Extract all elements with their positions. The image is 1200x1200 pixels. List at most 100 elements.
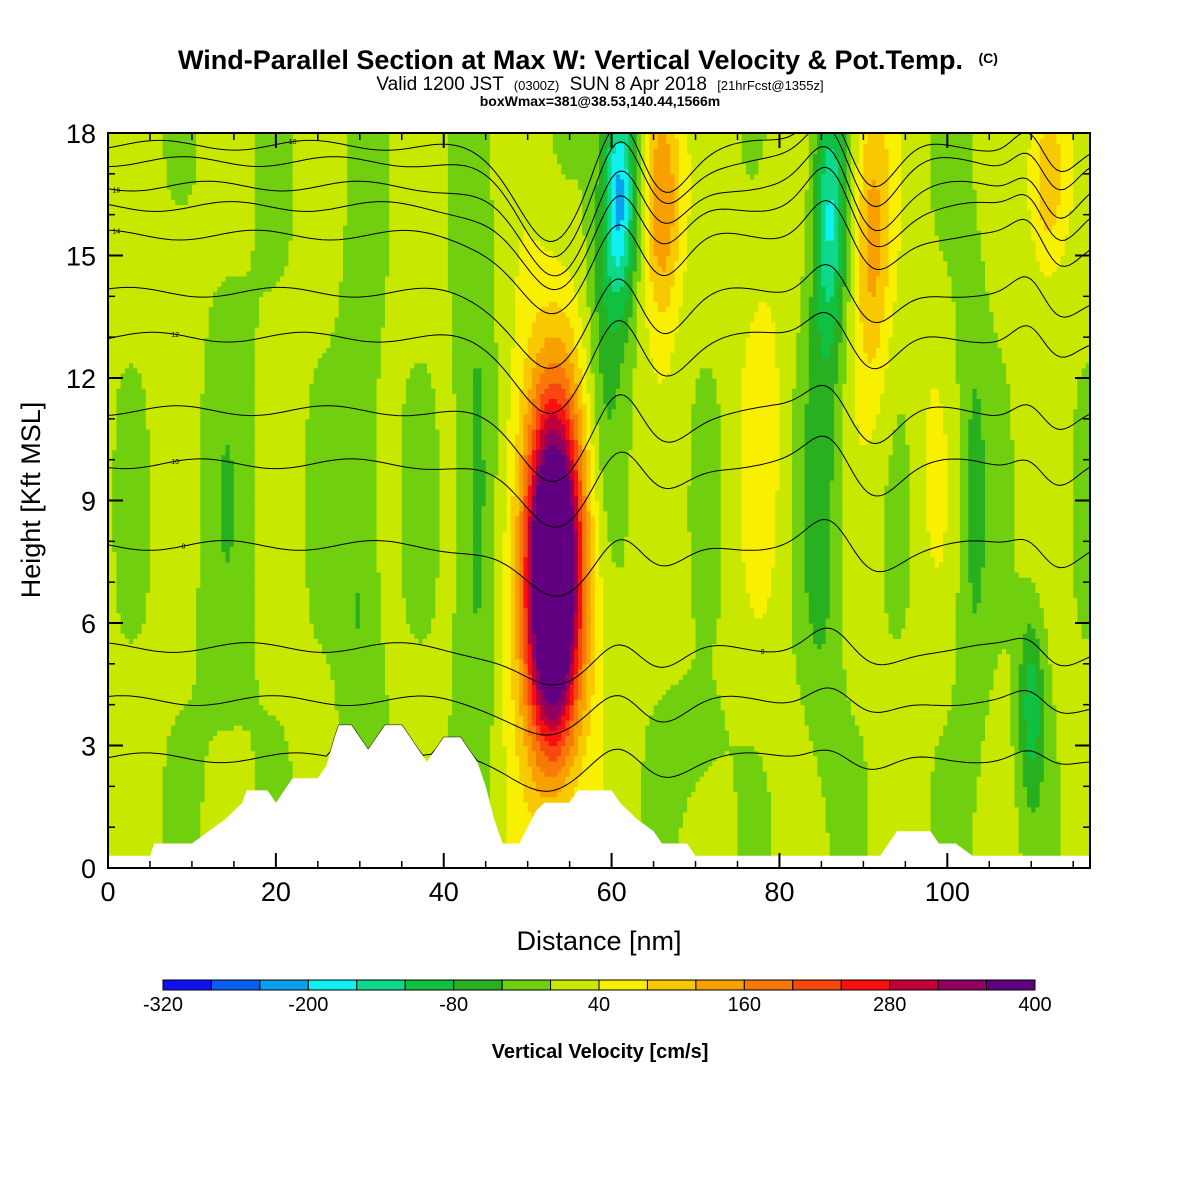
heatmap-cell [229, 449, 235, 456]
heatmap-cell [170, 184, 176, 190]
heatmap-cell [124, 663, 130, 670]
heatmap-cell [141, 367, 147, 374]
heatmap-cell [124, 786, 130, 793]
heatmap-cell [116, 383, 122, 389]
heatmap-cell [217, 321, 222, 328]
heatmap-cell [166, 526, 172, 532]
heatmap-cell [179, 301, 185, 308]
heatmap-cell [162, 490, 168, 496]
heatmap-cell [225, 245, 231, 251]
heatmap-cell [112, 148, 117, 155]
heatmap-cell [170, 623, 176, 629]
heatmap-cell [233, 725, 239, 731]
heatmap-cell [158, 735, 164, 741]
heatmap-cell [233, 214, 239, 221]
heatmap-cell [128, 571, 134, 578]
heatmap-cell [141, 842, 147, 849]
heatmap-cell [183, 209, 189, 216]
heatmap-cell [166, 617, 172, 624]
heatmap-cell [225, 469, 231, 476]
heatmap-cell [204, 735, 210, 741]
heatmap-cell [233, 240, 239, 246]
heatmap-cell [149, 704, 155, 711]
heatmap-cell [200, 398, 206, 405]
heatmap-cell [238, 270, 243, 277]
heatmap-cell [175, 378, 180, 384]
heatmap-cell [238, 760, 243, 767]
heatmap-cell [145, 837, 151, 844]
heatmap-cell [149, 459, 155, 466]
heatmap-cell [208, 275, 214, 282]
heatmap-cell [233, 480, 239, 486]
heatmap-cell [196, 255, 201, 262]
heatmap-cell [242, 689, 248, 696]
heatmap-cell [133, 806, 138, 813]
heatmap-cell [120, 597, 126, 604]
heatmap-cell [154, 296, 159, 303]
heatmap-cell [141, 500, 147, 507]
heatmap-cell [217, 449, 222, 456]
heatmap-cell [116, 648, 122, 655]
heatmap-cell [154, 786, 159, 793]
heatmap-cell [187, 689, 193, 696]
heatmap-cell [120, 847, 126, 854]
heatmap-cell [166, 286, 172, 292]
heatmap-cell [208, 219, 214, 226]
heatmap-cell [112, 735, 117, 741]
heatmap-cell [108, 582, 113, 588]
heatmap-cell [191, 771, 197, 777]
heatmap-cell [204, 816, 210, 823]
heatmap-cell [116, 643, 122, 650]
heatmap-cell [175, 719, 180, 726]
heatmap-cell [145, 403, 151, 410]
heatmap-cell [233, 801, 239, 808]
heatmap-cell [183, 791, 189, 798]
heatmap-cell [116, 469, 122, 476]
heatmap-cell [191, 229, 197, 236]
heatmap-cell [170, 760, 176, 767]
heatmap-cell [120, 694, 126, 701]
heatmap-cell [141, 771, 147, 777]
heatmap-cell [238, 306, 243, 313]
heatmap-cell [158, 577, 164, 583]
heatmap-cell [217, 541, 222, 548]
heatmap-cell [158, 194, 164, 200]
heatmap-cell [154, 546, 159, 553]
heatmap-cell [204, 408, 210, 415]
heatmap-cell [200, 735, 206, 741]
heatmap-cell [149, 587, 155, 593]
heatmap-cell [229, 235, 235, 241]
heatmap-cell [246, 143, 252, 149]
heatmap-cell [246, 469, 252, 476]
heatmap-cell [217, 138, 222, 144]
heatmap-cell [196, 469, 201, 476]
heatmap-cell [242, 316, 248, 323]
heatmap-cell [217, 699, 222, 706]
heatmap-cell [221, 566, 227, 573]
heatmap-cell [229, 153, 235, 160]
heatmap-cell [154, 674, 159, 680]
heatmap-cell [112, 378, 117, 384]
heatmap-cell [141, 388, 147, 394]
heatmap-cell [166, 184, 172, 190]
heatmap-cell [162, 811, 168, 818]
heatmap-cell [208, 235, 214, 241]
heatmap-cell [187, 291, 193, 297]
heatmap-cell [212, 429, 218, 435]
heatmap-cell [187, 454, 193, 461]
heatmap-cell [225, 138, 231, 144]
heatmap-cell [133, 612, 138, 619]
heatmap-cell [221, 740, 227, 747]
heatmap-cell [191, 291, 197, 297]
heatmap-cell [208, 735, 214, 741]
heatmap-cell [112, 607, 117, 614]
heatmap-cell [242, 326, 248, 333]
heatmap-cell [175, 786, 180, 793]
heatmap-cell [212, 439, 218, 445]
heatmap-cell [204, 439, 210, 445]
heatmap-cell [116, 541, 122, 548]
heatmap-cell [183, 245, 189, 251]
heatmap-cell [196, 612, 201, 619]
heatmap-cell [191, 633, 197, 639]
heatmap-cell [116, 393, 122, 400]
